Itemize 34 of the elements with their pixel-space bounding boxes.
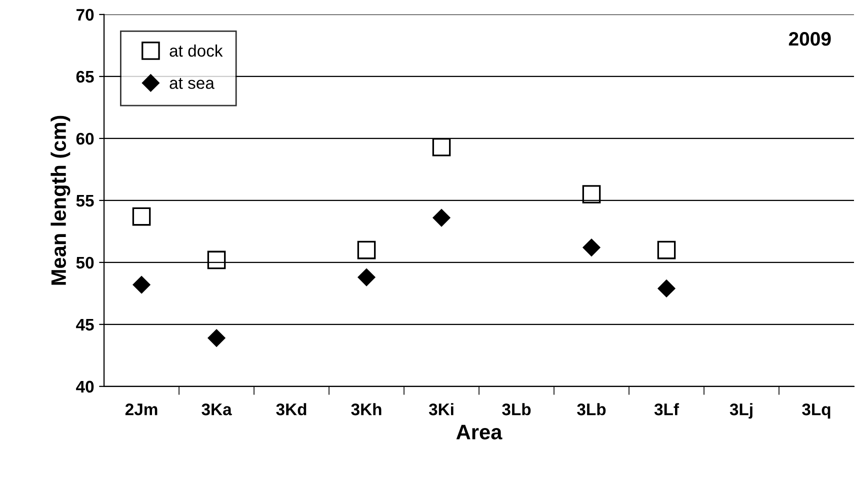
y-tick-label: 55 [76,195,94,207]
annotation: 2009 [788,32,831,46]
y-tick-label: 60 [76,132,94,145]
x-axis-title: Area [456,424,502,440]
legend-label: at sea [170,78,214,89]
y-tick-label: 50 [76,256,94,269]
point [582,238,600,256]
point [657,240,676,260]
x-tick-label: 3Ka [202,404,232,416]
point [208,329,226,347]
point [582,185,601,204]
x-tick-label: 2Jm [125,404,158,416]
x-tick-label: 3Lq [802,404,830,419]
point [358,268,376,286]
x-tick-label: 3Kd [276,403,306,416]
x-tick-label: 3Kh [351,403,382,416]
x-tick-label: 3Lf [654,403,680,416]
y-tick-label: 70 [76,8,94,21]
y-tick-label: 65 [76,70,94,83]
point [432,138,451,156]
point [432,209,450,226]
point [132,276,150,294]
point [658,280,676,298]
x-tick-label: 3Ki [428,403,454,416]
point [132,207,151,226]
y-axis-title: Mean length (cm) [50,116,70,285]
point [207,250,226,270]
x-tick-label: 3Lj [730,403,752,419]
y-tick-label: 45 [76,318,94,331]
x-tick-label: 3Lb [502,403,531,416]
x-tick-label: 3Lb [577,403,606,416]
legend-label: at dock [170,44,223,57]
y-tick-label: 40 [76,380,94,393]
point [357,240,376,260]
